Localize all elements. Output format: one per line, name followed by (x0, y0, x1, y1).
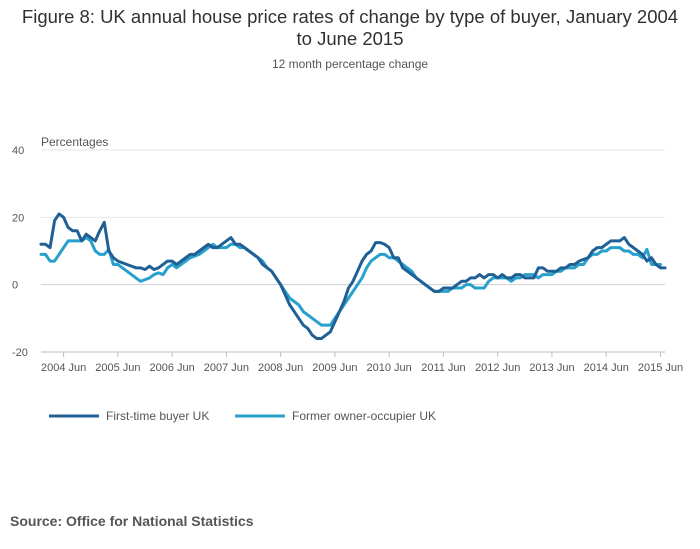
y-tick-label: 20 (12, 212, 24, 224)
x-tick-label: 2015 Jun (638, 362, 683, 374)
x-tick-label: 2009 Jun (312, 362, 357, 374)
series-line-first-time-buyer-uk (39, 212, 667, 341)
x-tick-label: 2012 Jun (475, 362, 520, 374)
gridlines (41, 149, 665, 353)
x-tick-label: 2008 Jun (258, 362, 303, 374)
x-tick-label: 2006 Jun (149, 362, 194, 374)
y-tick-label: 40 (12, 145, 24, 157)
x-axis: 2004 Jun 2005 Jun 2006 Jun 2007 Jun 2008 Jun… (41, 351, 683, 374)
legend: First-time buyer UK Former owner-occupier… (49, 409, 436, 423)
x-tick-label: 2004 Jun (41, 362, 86, 374)
y-tick-label: -20 (12, 347, 28, 359)
series-lines (39, 212, 667, 341)
series-line-former-owner-occupier-uk (39, 236, 662, 327)
legend-label: First-time buyer UK (106, 409, 209, 423)
x-tick-label: 2010 Jun (367, 362, 412, 374)
x-tick-label: 2014 Jun (584, 362, 629, 374)
chart-subtitle: 12 month percentage change (271, 57, 429, 71)
y-axis-label: Percentages (41, 135, 108, 149)
chart-title: Figure 8: UK annual house price rates of… (21, 6, 679, 49)
x-tick-label: 2007 Jun (204, 362, 249, 374)
y-tick-label: 0 (12, 280, 18, 292)
source-note: Source: Office for National Statistics (10, 513, 254, 529)
x-tick-label: 2013 Jun (529, 362, 574, 374)
y-axis-ticks: 40 20 0 -20 (12, 145, 28, 359)
legend-label: Former owner-occupier UK (292, 409, 436, 423)
x-tick-label: 2011 Jun (421, 362, 465, 374)
x-tick-label: 2005 Jun (95, 362, 140, 374)
